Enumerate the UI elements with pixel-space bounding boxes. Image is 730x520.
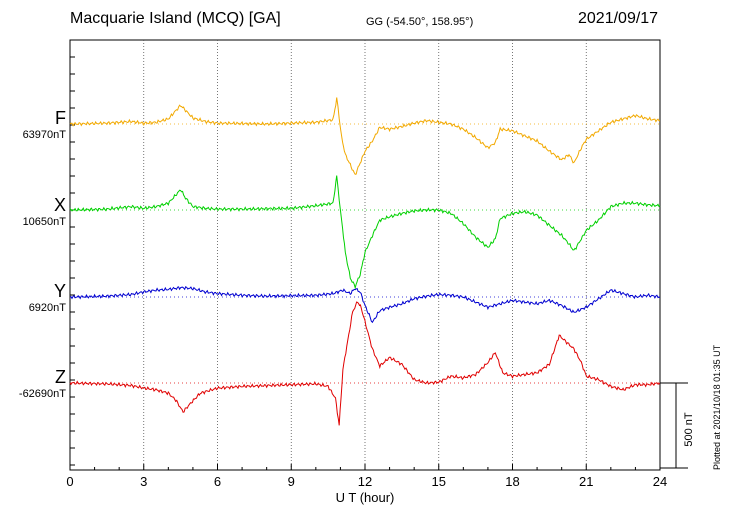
x-tick-label: 18 bbox=[505, 474, 519, 489]
x-tick-label: 21 bbox=[579, 474, 593, 489]
station-coordinates: GG (-54.50°, 158.95°) bbox=[366, 16, 474, 28]
channel-x-label-group: X 10650nT bbox=[0, 195, 66, 229]
channel-z-baseline: -62690nT bbox=[18, 388, 66, 400]
channel-f-label-group: F 63970nT bbox=[0, 108, 66, 142]
channel-f-label: F bbox=[55, 108, 66, 128]
series-line-y bbox=[69, 286, 661, 324]
station-title: Macquarie Island (MCQ) [GA] bbox=[70, 10, 281, 27]
scale-bar-label: 500 nT bbox=[683, 412, 695, 447]
channel-x-label: X bbox=[53, 195, 66, 215]
channel-x-baseline: 10650nT bbox=[22, 216, 66, 228]
x-tick-label: 15 bbox=[432, 474, 446, 489]
channel-y-baseline: 6920nT bbox=[28, 302, 66, 314]
channel-z-label: Z bbox=[55, 367, 66, 387]
x-tick-label: 12 bbox=[358, 474, 372, 489]
x-tick-label: 0 bbox=[66, 474, 73, 489]
channel-y-label-group: Y 6920nT bbox=[0, 281, 66, 315]
channel-z-label-group: Z -62690nT bbox=[0, 367, 66, 401]
channel-f-baseline: 63970nT bbox=[22, 129, 66, 141]
series-line-z bbox=[69, 301, 661, 426]
series-line-x bbox=[69, 175, 661, 290]
x-tick-label: 24 bbox=[653, 474, 667, 489]
x-axis-label: U T (hour) bbox=[336, 490, 395, 505]
x-tick-label: 3 bbox=[140, 474, 147, 489]
channel-y-label: Y bbox=[53, 281, 66, 301]
plot-date: 2021/09/17 bbox=[578, 10, 659, 27]
x-tick-label: 9 bbox=[288, 474, 295, 489]
x-tick-label: 6 bbox=[214, 474, 221, 489]
series-line-f bbox=[69, 97, 661, 175]
